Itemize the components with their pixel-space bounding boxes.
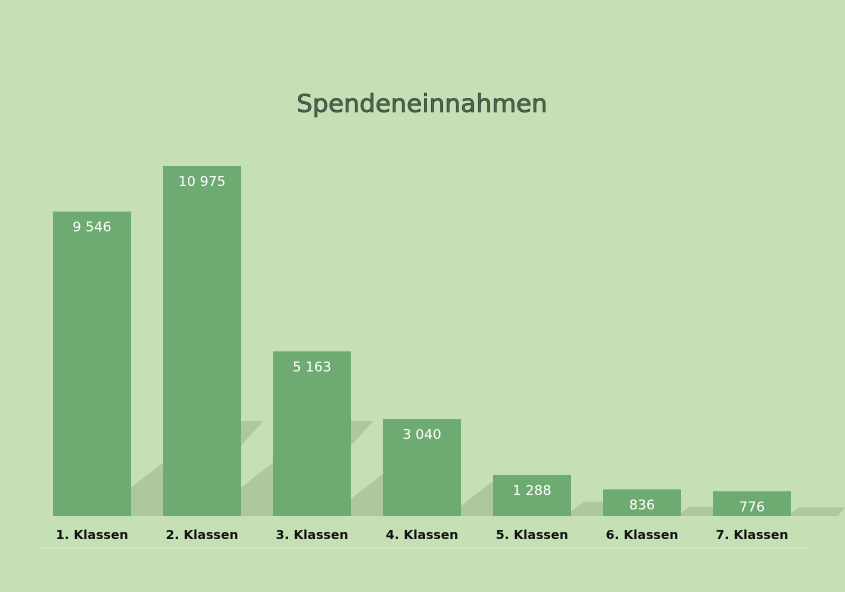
bar-1 [53,211,131,516]
bar-3 [273,351,351,516]
bar-7 [713,491,791,516]
bar-shadow [791,507,845,516]
bar-4 [383,419,461,516]
chart-title: Spendeneinnahmen [297,89,548,118]
category-label: 5. Klassen [496,527,568,542]
category-label: 2. Klassen [166,527,238,542]
data-label: 3 040 [403,427,442,443]
category-label: 3. Klassen [276,527,348,542]
bar-5 [493,474,571,516]
data-label: 9 546 [73,220,112,236]
category-label: 1. Klassen [56,527,128,542]
category-label: 4. Klassen [386,527,458,542]
data-label: 1 288 [513,483,552,499]
data-label: 836 [629,497,655,513]
data-label: 776 [739,499,765,515]
bar-2 [163,166,241,516]
data-label: 10 975 [178,174,225,190]
category-label: 7. Klassen [716,527,788,542]
bar-6 [603,489,681,516]
category-label: 6. Klassen [606,527,678,542]
data-label: 5 163 [293,359,332,375]
